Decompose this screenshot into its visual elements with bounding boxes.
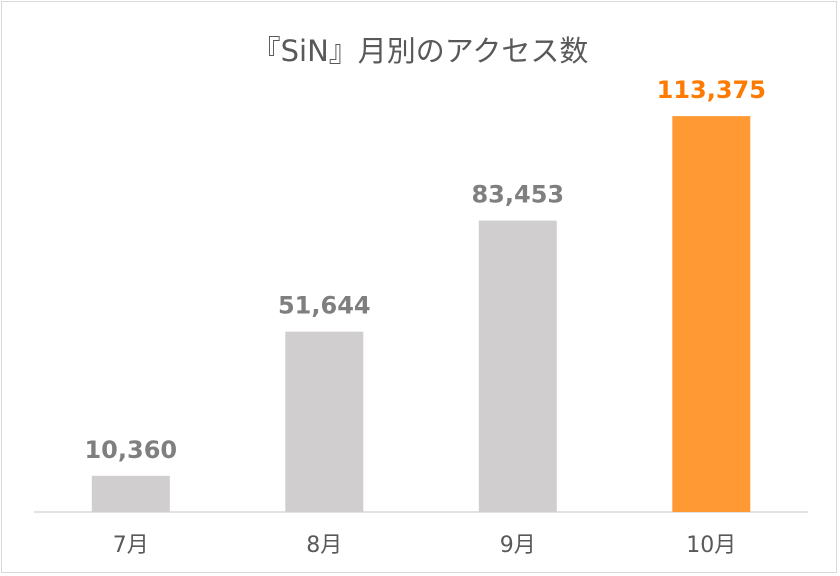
data-label-1: 10,360 — [84, 436, 177, 464]
data-label-3: 83,453 — [471, 181, 564, 209]
x-tick-label-3: 9月 — [500, 533, 536, 558]
x-tick-label-1: 7月 — [113, 533, 149, 558]
bar-4 — [672, 116, 751, 512]
data-label-2: 51,644 — [278, 292, 371, 320]
x-tick-label-4: 10月 — [686, 533, 736, 558]
bar-1 — [91, 475, 170, 512]
x-tick-label-2: 8月 — [306, 533, 342, 558]
chart-title: 『SiN』月別のアクセス数 — [251, 34, 589, 68]
data-label-4: 113,375 — [657, 76, 766, 104]
bar-2 — [285, 331, 364, 512]
bar-3 — [478, 220, 557, 512]
